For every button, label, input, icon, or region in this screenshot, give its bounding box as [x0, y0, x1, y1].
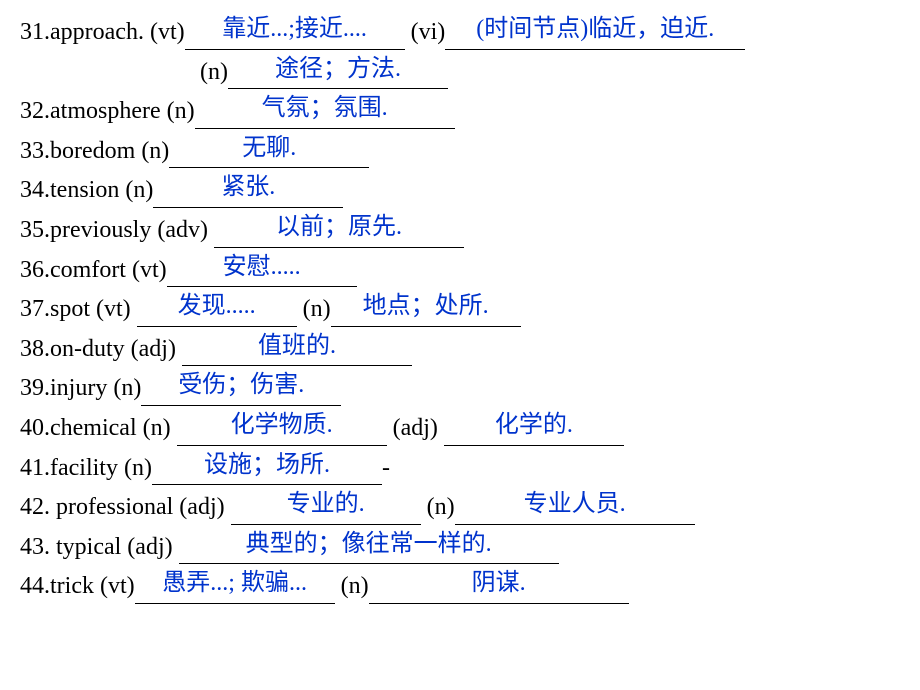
blank-underline: 化学物质.: [177, 416, 387, 446]
blank-underline: 典型的；像往常一样的.: [179, 535, 559, 565]
blank-underline: 发现.....: [137, 297, 297, 327]
blank-underline: (时间节点)临近，迫近.: [445, 20, 745, 50]
vocab-item-31: 31.approach. (vt)靠近...;接近.... (vi)(时间节点)…: [20, 16, 900, 50]
answer-text: 地点；处所.: [331, 290, 521, 324]
item-label: 39.injury (n): [20, 375, 141, 401]
blank-underline: 途径；方法.: [228, 59, 448, 89]
item-label: 44.trick (vt): [20, 573, 135, 599]
item-label: 41.facility (n): [20, 455, 152, 481]
vocab-item-40: 40.chemical (n) 化学物质. (adj) 化学的.: [20, 412, 900, 446]
answer-text: 途径；方法.: [228, 53, 448, 87]
item-label: 38.on-duty (adj): [20, 336, 182, 362]
answer-text: 专业的.: [231, 488, 421, 522]
vocab-item-36: 36.comfort (vt)安慰.....: [20, 254, 900, 288]
pos-label: (n): [297, 296, 331, 322]
blank-underline: 阴谋.: [369, 574, 629, 604]
vocab-item-33: 33.boredom (n)无聊.: [20, 135, 900, 169]
answer-text: 化学的.: [444, 409, 624, 443]
item-label: 33.boredom (n): [20, 138, 169, 164]
answer-text: 阴谋.: [369, 567, 629, 601]
item-label: 42. professional (adj): [20, 494, 231, 520]
pos-label: (n): [335, 573, 369, 599]
answer-text: (时间节点)临近，迫近.: [445, 13, 745, 47]
item-label: 35.previously (adv): [20, 217, 214, 243]
answer-text: 以前；原先.: [214, 211, 464, 245]
blank-underline: 专业人员.: [455, 495, 695, 525]
answer-text: 气氛；氛围.: [195, 92, 455, 126]
vocab-item-34: 34.tension (n)紧张.: [20, 174, 900, 208]
answer-text: 愚弄...; 欺骗...: [135, 567, 335, 601]
vocab-item-41: 41.facility (n)设施；场所.-: [20, 452, 900, 486]
blank-underline: 值班的.: [182, 337, 412, 367]
pos-label: (n): [421, 494, 455, 520]
answer-text: 受伤；伤害.: [141, 369, 341, 403]
vocab-item-42: 42. professional (adj) 专业的. (n)专业人员.: [20, 491, 900, 525]
answer-text: 发现.....: [137, 290, 297, 324]
blank-underline: 受伤；伤害.: [141, 376, 341, 406]
answer-text: 值班的.: [182, 330, 412, 364]
blank-underline: 紧张.: [153, 178, 343, 208]
blank-underline: 化学的.: [444, 416, 624, 446]
pos-label: (vi): [405, 19, 446, 45]
item-label: 43. typical (adj): [20, 534, 179, 560]
vocab-item-39: 39.injury (n)受伤；伤害.: [20, 372, 900, 406]
vocab-item-37: 37.spot (vt) 发现..... (n)地点；处所.: [20, 293, 900, 327]
answer-text: 典型的；像往常一样的.: [179, 528, 559, 562]
answer-text: 设施；场所.: [152, 449, 382, 483]
answer-text: 靠近...;接近....: [185, 13, 405, 47]
item-label: 40.chemical (n): [20, 415, 177, 441]
vocab-item-43: 43. typical (adj) 典型的；像往常一样的.: [20, 531, 900, 565]
answer-text: 安慰.....: [167, 251, 357, 285]
item-label: 31.approach. (vt): [20, 19, 185, 45]
answer-text: 化学物质.: [177, 409, 387, 443]
answer-text: 紧张.: [153, 171, 343, 205]
vocab-item-35: 35.previously (adv) 以前；原先.: [20, 214, 900, 248]
vocab-item-31-sub: (n)途径；方法.: [20, 56, 900, 90]
blank-underline: 地点；处所.: [331, 297, 521, 327]
blank-underline: 气氛；氛围.: [195, 99, 455, 129]
blank-underline: 无聊.: [169, 139, 369, 169]
tail-text: -: [382, 455, 390, 481]
pos-label: (adj): [387, 415, 444, 441]
vocab-item-44: 44.trick (vt)愚弄...; 欺骗... (n)阴谋.: [20, 570, 900, 604]
blank-underline: 设施；场所.: [152, 455, 382, 485]
item-label: 32.atmosphere (n): [20, 98, 195, 124]
item-label: 37.spot (vt): [20, 296, 137, 322]
answer-text: 无聊.: [169, 132, 369, 166]
blank-underline: 愚弄...; 欺骗...: [135, 574, 335, 604]
blank-underline: 安慰.....: [167, 257, 357, 287]
vocab-item-38: 38.on-duty (adj) 值班的.: [20, 333, 900, 367]
blank-underline: 靠近...;接近....: [185, 20, 405, 50]
item-label: 36.comfort (vt): [20, 257, 167, 283]
answer-text: 专业人员.: [455, 488, 695, 522]
vocab-item-32: 32.atmosphere (n)气氛；氛围.: [20, 95, 900, 129]
pos-label: (n): [200, 59, 228, 85]
blank-underline: 专业的.: [231, 495, 421, 525]
blank-underline: 以前；原先.: [214, 218, 464, 248]
item-label: 34.tension (n): [20, 177, 153, 203]
